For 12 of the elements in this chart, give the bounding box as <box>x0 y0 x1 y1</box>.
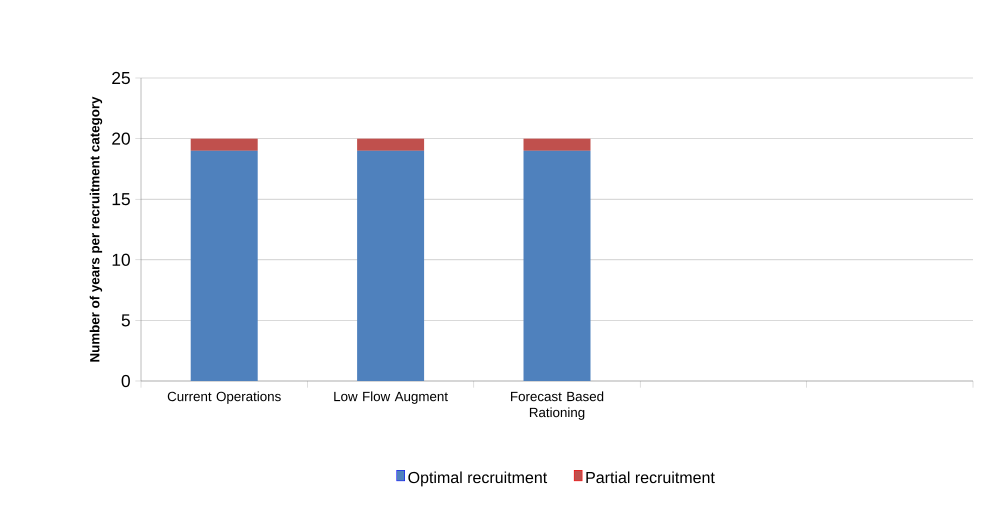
y-tick-label: 5 <box>122 314 130 326</box>
x-tick-label: Forecast Based Rationing <box>511 391 604 420</box>
y-tick-label: 0 <box>122 374 130 388</box>
y-tick-label: 15 <box>112 193 130 206</box>
y-tick-label: 20 <box>112 132 130 145</box>
x-tick-label: Current Operations <box>168 391 281 404</box>
legend-label: Optimal recruitment <box>408 471 548 486</box>
y-tick-label: 10 <box>112 254 130 266</box>
y-axis-title: Number of years per recruitment category <box>90 96 102 362</box>
legend-label: Partial recruitment <box>586 471 715 484</box>
y-tick-label: 25 <box>112 72 130 84</box>
x-tick-label: Low Flow Augment <box>334 391 448 404</box>
